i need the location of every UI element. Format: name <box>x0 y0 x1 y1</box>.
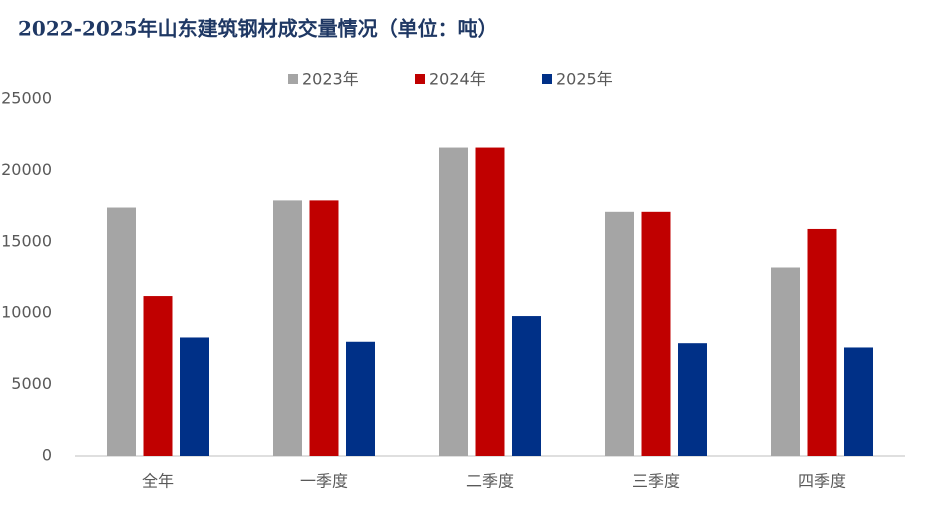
bar <box>641 211 671 456</box>
legend-label: 2024年 <box>429 70 486 89</box>
x-tick-label: 一季度 <box>300 472 348 491</box>
y-tick-label: 5000 <box>11 374 52 393</box>
legend-label: 2023年 <box>302 70 359 89</box>
bar <box>605 211 634 456</box>
bar <box>309 200 339 456</box>
chart-title: 2022-2025年山东建筑钢材成交量情况（单位：吨） <box>18 17 498 41</box>
y-tick-label: 25000 <box>1 89 52 108</box>
x-tick-label: 二季度 <box>466 472 514 491</box>
bar <box>439 147 468 456</box>
bar <box>107 207 136 456</box>
bar <box>844 347 873 456</box>
y-tick-label: 10000 <box>1 303 52 322</box>
bar <box>807 228 837 456</box>
y-tick-label: 20000 <box>1 160 52 179</box>
legend-swatch <box>288 74 298 84</box>
legend-swatch <box>542 74 552 84</box>
bar <box>346 341 375 456</box>
bar <box>180 337 209 456</box>
y-tick-label: 15000 <box>1 231 52 250</box>
bar <box>475 147 505 456</box>
bar <box>771 267 800 456</box>
bar <box>678 343 707 456</box>
y-tick-label: 0 <box>42 446 52 465</box>
x-tick-label: 三季度 <box>632 472 680 491</box>
bar <box>273 200 302 456</box>
bar <box>512 316 541 456</box>
x-tick-label: 四季度 <box>798 472 846 491</box>
legend-swatch <box>415 74 425 84</box>
x-tick-label: 全年 <box>142 472 174 491</box>
bar <box>143 296 173 456</box>
legend-label: 2025年 <box>556 70 613 89</box>
